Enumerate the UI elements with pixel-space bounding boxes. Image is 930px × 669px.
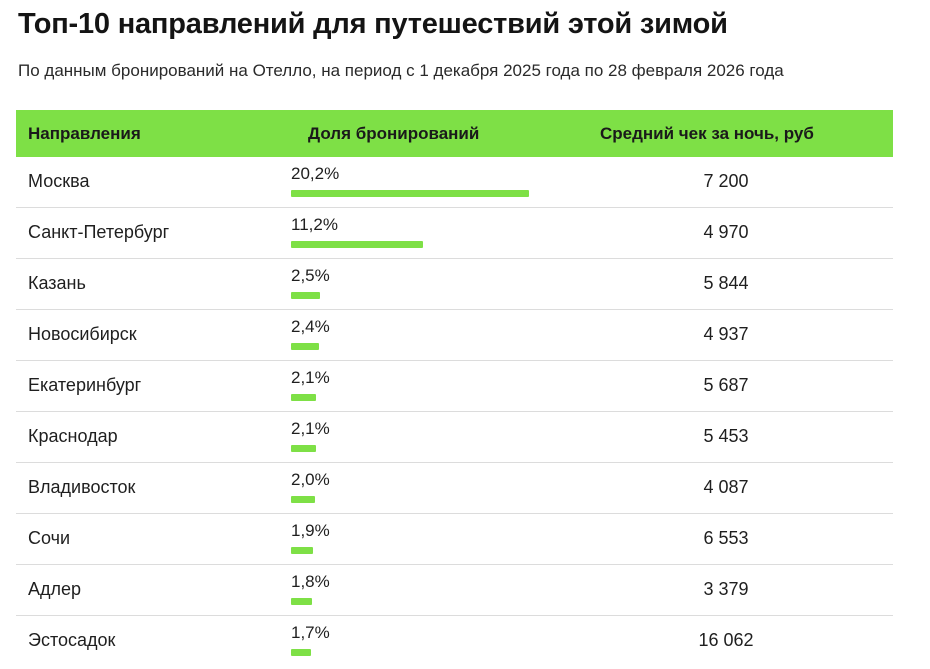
price-cell: 5 453 [703, 426, 749, 446]
destination-cell: Владивосток [28, 477, 136, 497]
share-cell: 2,1% [291, 419, 551, 459]
table-header: Направления Доля бронирований Средний че… [16, 110, 893, 157]
price-cell: 5 687 [703, 375, 749, 395]
share-label: 1,7% [291, 623, 330, 642]
page-title: Топ-10 направлений для путешествий этой … [18, 8, 728, 40]
destination-cell: Казань [28, 273, 86, 293]
price-cell: 4 937 [703, 324, 749, 344]
price-cell: 7 200 [703, 171, 749, 191]
share-label: 2,5% [291, 266, 330, 285]
price-cell: 5 844 [703, 273, 749, 293]
share-label: 2,0% [291, 470, 330, 489]
share-bar [291, 190, 529, 197]
table-row: Краснодар 2,1% 5 453 [16, 412, 893, 463]
share-cell: 11,2% [291, 215, 551, 255]
table-row: Москва 20,2% 7 200 [16, 157, 893, 208]
column-header-share: Доля бронирований [308, 124, 480, 143]
share-bar [291, 394, 316, 401]
share-label: 2,1% [291, 419, 330, 438]
page-subtitle: По данным бронирований на Отелло, на пер… [18, 61, 784, 80]
table-body: Москва 20,2% 7 200 Санкт-Петербург 11,2% 4 97… [16, 157, 893, 667]
share-label: 11,2% [291, 215, 338, 234]
destination-cell: Сочи [28, 528, 71, 548]
column-header-price: Средний чек за ночь, руб [600, 124, 814, 143]
destination-cell: Адлер [28, 579, 82, 599]
share-bar [291, 343, 319, 350]
share-bar [291, 445, 316, 452]
destination-cell: Новосибирск [28, 324, 137, 344]
table-row: Новосибирск 2,4% 4 937 [16, 310, 893, 361]
share-label: 2,1% [291, 368, 330, 387]
price-cell: 6 553 [703, 528, 749, 548]
share-cell: 2,5% [291, 266, 551, 306]
price-cell: 16 062 [698, 630, 754, 650]
table-row: Эстосадок 1,7% 16 062 [16, 616, 893, 667]
share-cell: 1,8% [291, 572, 551, 612]
share-cell: 1,9% [291, 521, 551, 561]
share-bar [291, 649, 311, 656]
table-row: Санкт-Петербург 11,2% 4 970 [16, 208, 893, 259]
share-cell: 2,1% [291, 368, 551, 408]
destination-cell: Эстосадок [28, 630, 116, 650]
destination-cell: Екатеринбург [28, 375, 142, 395]
share-bar [291, 598, 312, 605]
share-cell: 2,0% [291, 470, 551, 510]
table-row: Екатеринбург 2,1% 5 687 [16, 361, 893, 412]
share-cell: 1,7% [291, 623, 551, 663]
share-bar [291, 547, 313, 554]
table-row: Казань 2,5% 5 844 [16, 259, 893, 310]
share-label: 1,8% [291, 572, 330, 591]
price-cell: 4 970 [703, 222, 749, 242]
share-bar [291, 496, 315, 503]
table-row: Сочи 1,9% 6 553 [16, 514, 893, 565]
destination-cell: Москва [28, 171, 90, 191]
share-bar [291, 292, 320, 299]
destinations-table: Направления Доля бронирований Средний че… [16, 110, 893, 667]
column-header-destination: Направления [28, 124, 141, 143]
share-label: 1,9% [291, 521, 330, 540]
price-cell: 3 379 [703, 579, 749, 599]
share-cell: 2,4% [291, 317, 551, 357]
share-cell: 20,2% [291, 164, 551, 204]
table-row: Адлер 1,8% 3 379 [16, 565, 893, 616]
share-label: 20,2% [291, 164, 340, 183]
destination-cell: Краснодар [28, 426, 118, 446]
destination-cell: Санкт-Петербург [28, 222, 170, 242]
share-label: 2,4% [291, 317, 330, 336]
share-bar [291, 241, 423, 248]
table-row: Владивосток 2,0% 4 087 [16, 463, 893, 514]
price-cell: 4 087 [703, 477, 749, 497]
